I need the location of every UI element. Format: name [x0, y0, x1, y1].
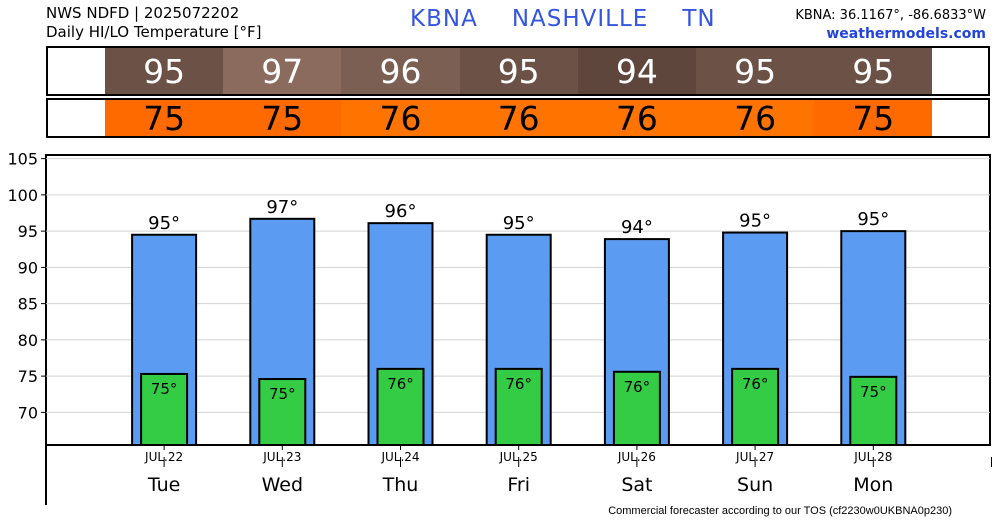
- date-label-1: JUL.23: [262, 450, 301, 464]
- day-label-1: Wed: [262, 474, 303, 496]
- day-label-2: Thu: [382, 474, 419, 496]
- station-title: KBNA NASHVILLE TN: [410, 6, 750, 32]
- lo-cell-3: 76: [459, 99, 578, 138]
- high-label-5: 95°: [739, 211, 771, 232]
- hi-cell-0: 95: [105, 48, 224, 94]
- low-label-6: 75°: [860, 383, 887, 401]
- low-label-0: 75°: [151, 380, 178, 398]
- hi-cell-2: 96: [341, 48, 460, 94]
- high-label-2: 96°: [385, 201, 417, 222]
- lo-cell-5: 76: [696, 99, 815, 138]
- day-label-3: Fri: [507, 474, 530, 496]
- hi-cell-4: 94: [577, 48, 696, 94]
- day-label-6: Mon: [853, 474, 893, 496]
- lo-cell-4: 76: [577, 99, 696, 138]
- station-id: KBNA: [410, 6, 478, 32]
- lo-cell-1: 75: [223, 99, 342, 138]
- high-label-1: 97°: [266, 197, 298, 218]
- date-label-4: JUL.26: [617, 450, 656, 464]
- day-label-4: Sat: [621, 474, 652, 496]
- day-label-5: Sun: [737, 474, 773, 496]
- ytick-label-85: 85: [18, 295, 38, 314]
- date-label-2: JUL.24: [380, 450, 419, 464]
- ytick-label-90: 90: [18, 258, 38, 277]
- low-bar-4: [612, 370, 661, 446]
- station-city: NASHVILLE: [511, 6, 649, 32]
- ytick-label-95: 95: [18, 222, 38, 241]
- date-label-0: JUL.22: [144, 450, 183, 464]
- low-bar-2: [376, 367, 425, 446]
- ytick-label-70: 70: [18, 403, 38, 422]
- high-label-4: 94°: [621, 217, 653, 238]
- date-label-5: JUL.27: [735, 450, 774, 464]
- ytick-label-75: 75: [18, 367, 38, 386]
- date-label-3: JUL.25: [499, 450, 538, 464]
- station-coords: KBNA: 36.1167°, -86.6833°W: [795, 8, 986, 23]
- high-temp-strip: 95 97 96 95 94 95 95: [46, 46, 990, 96]
- site-link[interactable]: weathermodels.com: [826, 26, 986, 42]
- low-bar-1: [258, 378, 307, 446]
- low-temp-strip: 75 75 76 76 76 76 75: [46, 98, 990, 138]
- ytick-label-100: 100: [7, 186, 38, 205]
- high-label-0: 95°: [148, 213, 180, 234]
- low-bar-3: [494, 367, 543, 446]
- hi-cell-1: 97: [223, 48, 342, 94]
- low-label-1: 75°: [269, 385, 296, 403]
- low-label-2: 76°: [387, 375, 414, 393]
- lo-cell-2: 76: [341, 99, 460, 138]
- product-line: NWS NDFD | 2025072202: [46, 4, 240, 22]
- ytick-label-105: 105: [7, 150, 38, 169]
- low-label-4: 76°: [624, 378, 651, 396]
- temperature-chart: 70 75 80 85 90 95 100 105 95° 75° 97° 75° 96° 76° 95° 7…: [7, 150, 992, 505]
- header-left: NWS NDFD | 2025072202 Daily HI/LO Temper…: [46, 4, 262, 42]
- day-label-0: Tue: [147, 474, 180, 496]
- high-label-6: 95°: [857, 209, 889, 230]
- low-label-5: 76°: [742, 375, 769, 393]
- date-label-6: JUL.28: [853, 450, 892, 464]
- hi-cell-6: 95: [814, 48, 933, 94]
- lo-cell-6: 75: [814, 99, 933, 138]
- lo-cell-0: 75: [105, 99, 224, 138]
- parameter-line: Daily HI/LO Temperature [°F]: [46, 23, 262, 41]
- header-right: KBNA: 36.1167°, -86.6833°W weathermodels…: [795, 6, 986, 44]
- ytick-label-80: 80: [18, 331, 38, 350]
- low-bar-5: [731, 367, 780, 446]
- hi-cell-5: 95: [696, 48, 815, 94]
- station-state: TN: [682, 6, 716, 32]
- low-bar-6: [849, 375, 898, 447]
- hi-cell-3: 95: [459, 48, 578, 94]
- low-label-3: 76°: [505, 375, 532, 393]
- footer-note: Commercial forecaster according to our T…: [608, 505, 952, 517]
- high-label-3: 95°: [503, 213, 535, 234]
